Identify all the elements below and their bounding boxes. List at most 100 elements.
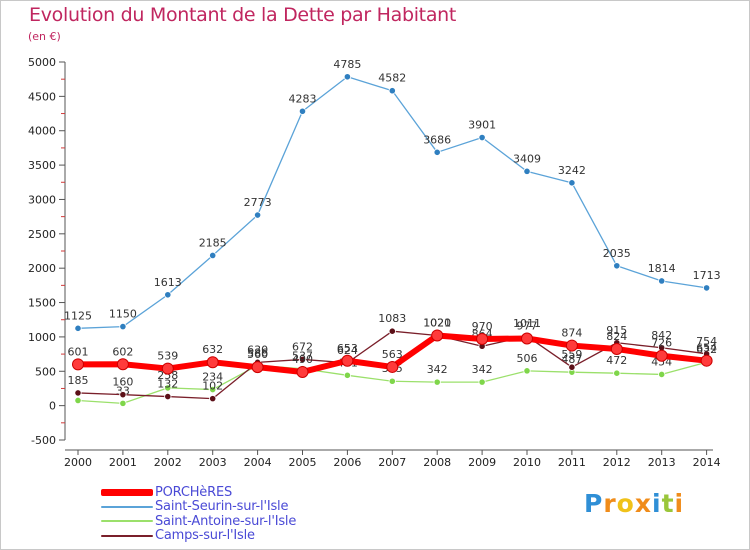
x-tick-label: 2001 — [109, 456, 137, 469]
data-point — [478, 133, 486, 142]
x-tick-label: 2004 — [244, 456, 272, 469]
data-label: 653 — [337, 342, 358, 355]
data-point — [433, 378, 441, 386]
legend-item: Saint-Seurin-sur-l'Isle — [101, 499, 296, 514]
data-label: 2773 — [244, 196, 272, 209]
data-point — [431, 329, 444, 342]
data-point — [119, 322, 127, 331]
data-point — [521, 332, 533, 345]
data-label: 132 — [157, 378, 178, 391]
data-point — [568, 179, 576, 187]
data-point — [343, 73, 351, 81]
data-label: 1613 — [154, 276, 182, 289]
data-label: 726 — [651, 337, 672, 350]
data-point — [209, 395, 217, 403]
data-point — [565, 339, 578, 352]
data-label: 601 — [68, 345, 89, 358]
series-saint-seurin-sur-l-isle: 1125 1150 1613 2185 2773 4283 4785 4582 3686 3901… — [64, 58, 721, 332]
data-point — [658, 277, 666, 285]
data-point — [388, 87, 396, 95]
data-label: 234 — [202, 371, 223, 384]
legend-item: Camps-sur-l'Isle — [101, 528, 296, 544]
data-label: 563 — [382, 348, 403, 361]
data-label: 4283 — [289, 92, 317, 105]
y-tick-label: 3500 — [28, 159, 56, 172]
y-tick-label: 500 — [35, 365, 56, 378]
data-label: 3242 — [558, 164, 586, 177]
x-tick-label: 2009 — [468, 456, 496, 469]
data-label: 258 — [157, 369, 178, 382]
y-tick-label: 5000 — [28, 56, 56, 69]
data-label: 1011 — [513, 317, 541, 330]
x-tick-label: 2006 — [333, 456, 361, 469]
data-point — [74, 324, 82, 332]
data-point — [478, 378, 486, 386]
chart-title: Evolution du Montant de la Dette par Hab… — [29, 4, 457, 26]
data-point — [613, 369, 621, 377]
data-label: 4785 — [333, 58, 361, 71]
data-label: 160 — [112, 376, 133, 389]
x-tick-label: 2013 — [648, 456, 676, 469]
legend: PORCHèRES Saint-Seurin-sur-l'Isle Saint-An… — [101, 485, 296, 543]
legend-label: Saint-Antoine-sur-l'Isle — [155, 513, 297, 529]
x-tick-label: 2014 — [693, 456, 721, 469]
data-point — [523, 167, 531, 175]
data-point — [433, 148, 441, 156]
y-tick-label: 2500 — [28, 228, 56, 241]
data-point — [254, 211, 262, 219]
data-label: 842 — [651, 329, 672, 342]
data-point — [164, 392, 172, 401]
data-point — [119, 399, 127, 407]
legend-label: Camps-sur-l'Isle — [155, 528, 255, 544]
data-label: 654 — [696, 342, 717, 355]
data-point — [388, 377, 396, 385]
data-point — [298, 355, 307, 364]
data-point — [298, 107, 307, 115]
x-tick-label: 2012 — [603, 456, 631, 469]
data-label: 1083 — [378, 312, 406, 325]
legend-label: PORCHèRES — [155, 484, 233, 500]
data-label: 3409 — [513, 152, 541, 165]
data-point — [74, 389, 82, 397]
y-tick-label: 1000 — [28, 331, 56, 344]
y-tick-label: -500 — [31, 434, 56, 447]
y-tick-label: 3000 — [28, 193, 56, 206]
data-point — [658, 370, 666, 379]
y-tick-label: 1500 — [28, 297, 56, 310]
chart-subtitle: (en €) — [28, 30, 61, 43]
data-label: 102 — [202, 380, 223, 393]
data-label: 1021 — [423, 316, 451, 329]
data-point — [209, 385, 217, 394]
data-label: 472 — [606, 354, 627, 367]
data-point — [206, 356, 219, 369]
x-tick-label: 2005 — [289, 456, 317, 469]
data-point — [74, 396, 82, 405]
data-label: 539 — [157, 350, 178, 363]
data-label: 342 — [472, 363, 493, 376]
series-line — [77, 76, 708, 329]
data-point — [700, 354, 713, 367]
proxiti-logo: Proxiti — [584, 489, 684, 518]
legend-swatch — [101, 534, 153, 537]
data-point — [568, 363, 576, 371]
data-point — [523, 367, 531, 375]
data-label: 1020 — [423, 317, 451, 330]
data-label: 559 — [561, 348, 582, 361]
data-point — [388, 327, 396, 335]
data-label: 1150 — [109, 308, 137, 321]
data-point — [343, 371, 351, 379]
data-point — [386, 360, 399, 373]
logo-letter: o — [616, 489, 635, 518]
y-tick-label: 2000 — [28, 262, 56, 275]
data-point — [655, 349, 668, 362]
data-label: 560 — [247, 348, 268, 361]
x-tick-label: 2002 — [154, 456, 182, 469]
logo-letter: r — [603, 489, 617, 518]
x-tick-label: 2000 — [64, 456, 92, 469]
logo-letter: t — [661, 489, 675, 518]
data-point — [613, 262, 621, 270]
x-tick-label: 2007 — [378, 456, 406, 469]
x-tick-label: 2008 — [423, 456, 451, 469]
data-point — [251, 361, 264, 374]
